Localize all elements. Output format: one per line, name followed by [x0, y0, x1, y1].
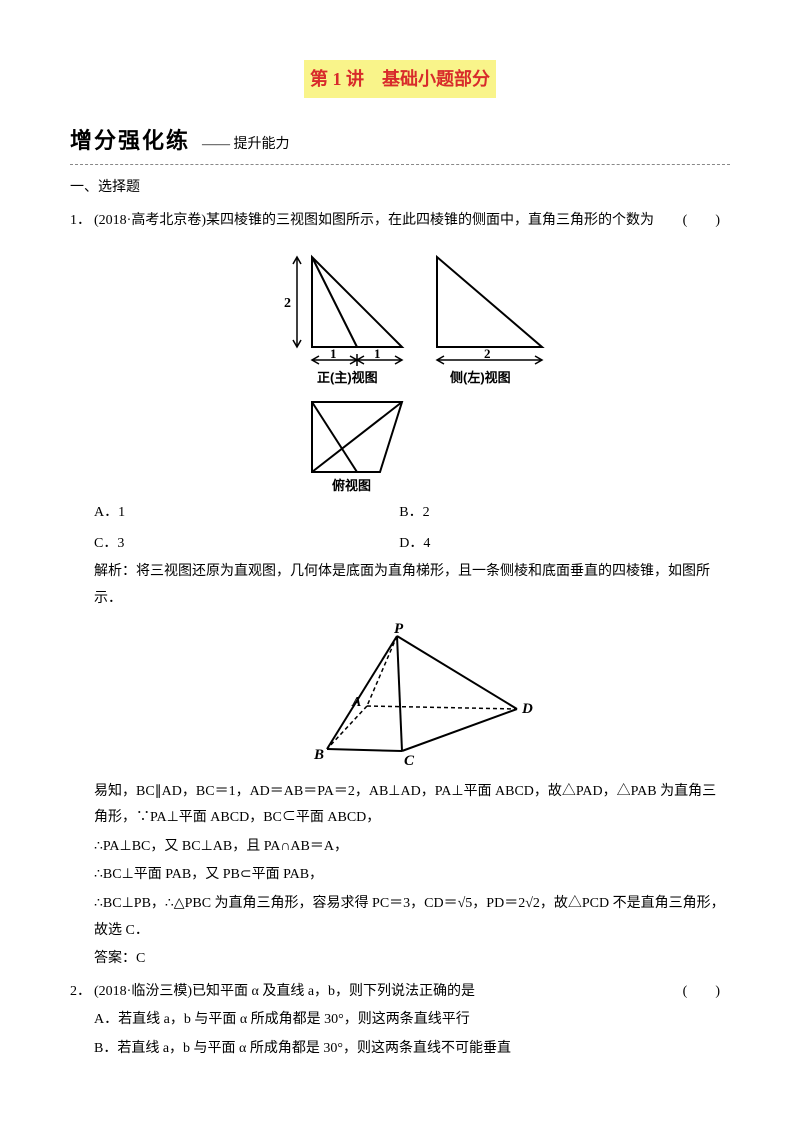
- question-1: 1． (2018·高考北京卷)某四棱锥的三视图如图所示，在此四棱锥的侧面中，直角…: [70, 208, 730, 975]
- q2-choice-a: A．若直线 a，b 与平面 α 所成角都是 30°，则这两条直线平行: [94, 1007, 730, 1034]
- q2-number: 2．: [70, 979, 94, 1065]
- q1-choice-b: B．2: [399, 500, 704, 527]
- section-head-1: 一、选择题: [70, 175, 730, 202]
- top-view-label: 俯视图: [332, 478, 371, 492]
- q1-sol3: ∴BC⊥平面 PAB，又 PB⊂平面 PAB，: [94, 862, 730, 889]
- q1-stem-text: 某四棱锥的三视图如图所示，在此四棱锥的侧面中，直角三角形的个数为: [206, 213, 654, 228]
- q1-answer: 答案：C: [94, 946, 730, 973]
- q1-sol2: ∴PA⊥BC，又 BC⊥AB，且 PA∩AB＝A，: [94, 834, 730, 861]
- side-view-label: 侧(左)视图: [450, 370, 511, 385]
- dim-1a: 1: [330, 346, 337, 361]
- label-B: B: [313, 747, 324, 763]
- label-D: D: [521, 701, 533, 717]
- dim-2-front: 2: [284, 296, 291, 311]
- q2-source: (2018·临汾三模): [94, 984, 192, 999]
- banner-bold: 增分强化练: [70, 120, 190, 162]
- q1-figure-pyramid: P A B C D: [94, 621, 730, 771]
- q1-number: 1．: [70, 208, 94, 975]
- q2-paren: ( ): [683, 979, 720, 1006]
- q2-choice-b: B．若直线 a，b 与平面 α 所成角都是 30°，则这两条直线不可能垂直: [94, 1036, 730, 1063]
- q1-sol-head: 解析：将三视图还原为直观图，几何体是底面为直角梯形，且一条侧棱和底面垂直的四棱锥…: [94, 559, 730, 612]
- q1-source: (2018·高考北京卷): [94, 213, 206, 228]
- dim-2-side: 2: [484, 346, 491, 361]
- banner-sub: —— 提升能力: [202, 132, 290, 159]
- question-2: 2． (2018·临汾三模)已知平面 α 及直线 a，b，则下列说法正确的是 (…: [70, 979, 730, 1065]
- q1-sol4: ∴BC⊥PB，∴△PBC 为直角三角形，容易求得 PC＝3，CD＝√5，PD＝2…: [94, 891, 730, 944]
- section-banner: 增分强化练 —— 提升能力: [70, 120, 730, 165]
- q1-stem: (2018·高考北京卷)某四棱锥的三视图如图所示，在此四棱锥的侧面中，直角三角形…: [94, 208, 730, 235]
- q1-choice-a: A．1: [94, 500, 399, 527]
- label-A: A: [351, 695, 361, 710]
- dim-1b: 1: [374, 346, 381, 361]
- page-title: 第 1 讲 基础小题部分: [304, 60, 496, 98]
- front-view-label: 正(主)视图: [317, 370, 378, 385]
- q1-figure-views: 2 1 1 正(主)视图: [94, 242, 730, 492]
- label-C: C: [404, 753, 415, 769]
- q1-sol1: 易知，BC∥AD，BC＝1，AD＝AB＝PA＝2，AB⊥AD，PA⊥平面 ABC…: [94, 779, 730, 832]
- q1-paren: ( ): [683, 208, 720, 235]
- q2-stem-text: 已知平面 α 及直线 a，b，则下列说法正确的是: [192, 984, 475, 999]
- q1-choice-d: D．4: [399, 531, 704, 558]
- label-P: P: [394, 621, 404, 637]
- q1-choice-c: C．3: [94, 531, 399, 558]
- q2-stem: (2018·临汾三模)已知平面 α 及直线 a，b，则下列说法正确的是 ( ): [94, 979, 730, 1006]
